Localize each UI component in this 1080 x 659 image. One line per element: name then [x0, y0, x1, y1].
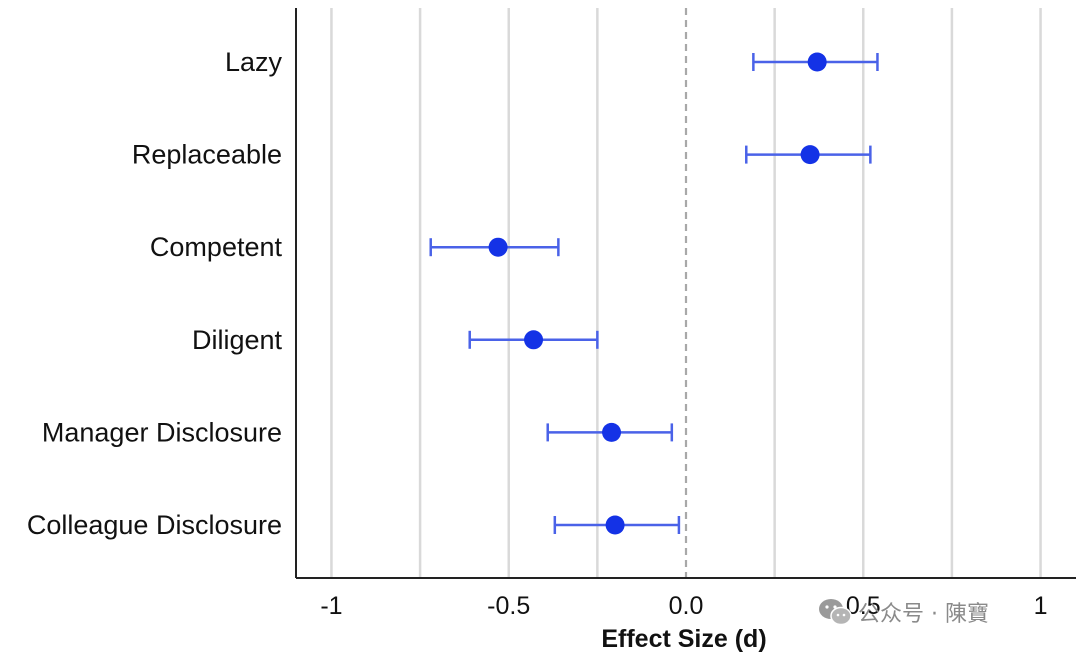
x-tick-label: -0.5	[487, 592, 530, 620]
x-tick-label: 1	[1034, 592, 1048, 620]
axes	[295, 8, 1076, 579]
estimate-point	[488, 237, 508, 257]
estimate-point	[807, 52, 827, 72]
data-marks	[429, 52, 879, 535]
x-tick-label: 0.0	[669, 592, 704, 620]
estimate-point	[605, 515, 625, 535]
watermark-text: 公众号 · 陳寶	[858, 602, 989, 627]
x-axis-title: Effect Size (d)	[601, 625, 766, 653]
wechat-icon	[819, 599, 852, 626]
grid-lines	[330, 8, 1042, 578]
estimate-point	[524, 330, 544, 350]
category-label: Manager Disclosure	[42, 417, 282, 447]
x-tick-label: -1	[320, 592, 342, 620]
category-labels: Lazy Replaceable Competent Diligent Manager …	[27, 47, 283, 540]
x-tick-labels: -1 -0.5 0.0 0.5 1	[320, 592, 1047, 620]
watermark: 公众号 · 陳寶	[818, 596, 989, 628]
category-label: Lazy	[225, 47, 283, 77]
estimate-point	[602, 422, 622, 442]
category-label: Replaceable	[132, 140, 282, 170]
estimate-point	[800, 145, 820, 165]
category-label: Competent	[150, 232, 283, 262]
category-label: Colleague Disclosure	[27, 510, 282, 540]
category-label: Diligent	[192, 325, 283, 355]
